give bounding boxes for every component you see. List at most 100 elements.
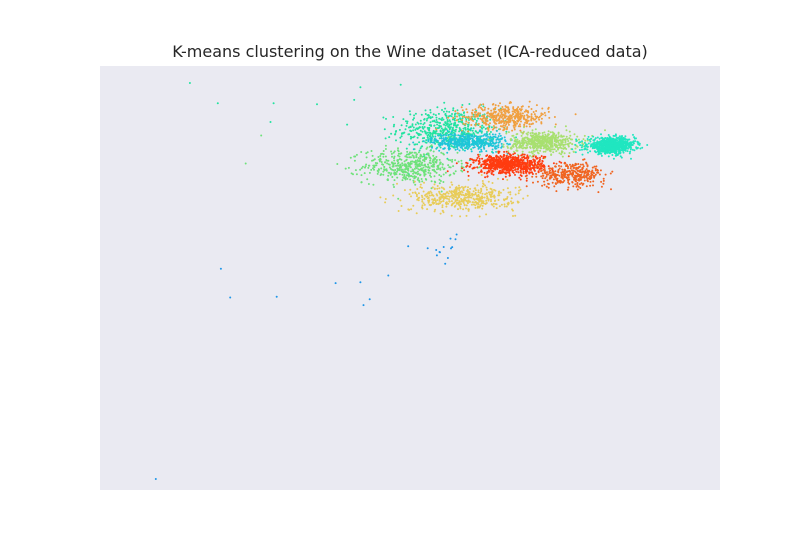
cluster-8-point: [384, 198, 387, 200]
cluster-6-point: [477, 171, 480, 174]
cluster-3-point: [458, 140, 461, 142]
cluster-1-point: [401, 173, 404, 176]
cluster-6-point: [514, 169, 516, 171]
cluster-8-point: [439, 202, 441, 205]
cluster-0-point: [447, 125, 449, 128]
cluster-8-point: [444, 192, 447, 195]
cluster-1-point: [444, 171, 447, 174]
cluster-1-point: [380, 153, 382, 155]
cluster-3-point: [494, 145, 497, 148]
cluster-5-point: [623, 137, 626, 140]
cluster-2-point: [503, 121, 506, 123]
cluster-0-point: [471, 129, 474, 132]
cluster-8-point: [419, 186, 422, 189]
cluster-1-point: [425, 156, 428, 159]
cluster-6-point: [522, 170, 525, 173]
cluster-1-point: [392, 165, 395, 167]
cluster-3-point: [453, 145, 456, 148]
cluster-7-point: [585, 168, 588, 171]
cluster-0-point: [441, 109, 443, 111]
cluster-1-point: [404, 171, 407, 174]
cluster-2-point: [513, 128, 516, 131]
cluster-6-point: [467, 174, 470, 177]
cluster-5-point: [624, 145, 627, 147]
cluster-0-point: [384, 137, 387, 140]
cluster-6-point: [534, 156, 537, 159]
cluster-1-point: [403, 163, 406, 166]
cluster-6-point: [515, 157, 518, 160]
cluster-0-point: [409, 113, 412, 116]
cluster-7-point: [543, 167, 546, 170]
cluster-0-point: [462, 148, 464, 151]
cluster-2-point: [535, 117, 538, 119]
cluster-0-point: [505, 130, 508, 133]
cluster-2-point: [527, 119, 530, 122]
cluster-0-point: [416, 143, 419, 146]
cluster-4-point: [522, 140, 524, 143]
cluster-2-point: [479, 112, 481, 115]
cluster-6-point: [489, 164, 492, 167]
cluster-7-point: [592, 184, 594, 187]
cluster-6-point: [484, 161, 487, 163]
cluster-0-point: [464, 126, 467, 129]
cluster-4-point: [544, 150, 547, 153]
cluster-2-point: [461, 115, 464, 118]
cluster-8-point: [452, 202, 455, 205]
cluster-1-point: [423, 171, 426, 174]
cluster-0-point: [482, 105, 485, 108]
cluster-6-point: [558, 160, 561, 163]
cluster-5-point: [581, 153, 584, 156]
cluster-6-point: [507, 171, 510, 174]
cluster-6-point: [530, 171, 533, 174]
cluster-5-point: [597, 148, 600, 151]
cluster-2-point: [479, 106, 482, 109]
cluster-1-point: [381, 163, 384, 166]
cluster-3-point: [489, 141, 492, 143]
cluster-4-point: [515, 143, 518, 146]
cluster-8-point: [407, 208, 410, 211]
cluster-8-point: [408, 193, 411, 196]
cluster-0-point: [412, 129, 415, 132]
cluster-6-point: [503, 150, 506, 153]
cluster-8-point: [507, 191, 510, 194]
cluster-4-point: [546, 139, 549, 141]
cluster-2-point: [511, 119, 514, 122]
cluster-1-point: [386, 162, 389, 165]
cluster-7-point: [594, 169, 597, 172]
cluster-1-point: [434, 157, 437, 160]
cluster-0-point: [470, 148, 473, 151]
cluster-0-point: [443, 128, 446, 131]
cluster-0-point: [390, 132, 393, 135]
cluster-7-point: [531, 175, 534, 178]
cluster-2-point: [538, 118, 541, 121]
cluster-7-point: [546, 179, 549, 182]
cluster-1-point: [401, 171, 404, 174]
cluster-2-point: [507, 107, 510, 109]
cluster-5-point: [632, 133, 634, 136]
cluster-4-point: [539, 137, 542, 140]
cluster-1-point: [397, 150, 400, 153]
cluster-3-point: [466, 142, 469, 145]
cluster-6-point: [486, 175, 489, 178]
cluster-8-point: [455, 192, 458, 195]
cluster-1-point: [416, 159, 419, 162]
cluster-0-point: [426, 131, 429, 134]
cluster-0-point: [453, 115, 456, 118]
cluster-6-point: [516, 168, 519, 171]
cluster-8-point: [454, 190, 457, 193]
cluster-4-point: [517, 141, 520, 144]
cluster-1-point: [403, 175, 406, 178]
cluster-2-point: [522, 117, 525, 120]
cluster-8-point: [477, 191, 480, 194]
cluster-0-point: [439, 146, 442, 149]
cluster-2-point: [517, 125, 520, 128]
cluster-4-point: [512, 134, 515, 137]
cluster-8-point: [440, 186, 443, 189]
cluster-7-point: [583, 179, 586, 182]
cluster-5-point: [578, 149, 581, 151]
cluster-5-point: [627, 147, 629, 150]
cluster-1-point: [421, 167, 423, 170]
cluster-0-point: [475, 119, 478, 122]
cluster-5-point: [610, 144, 613, 147]
cluster-1-point: [416, 178, 419, 181]
